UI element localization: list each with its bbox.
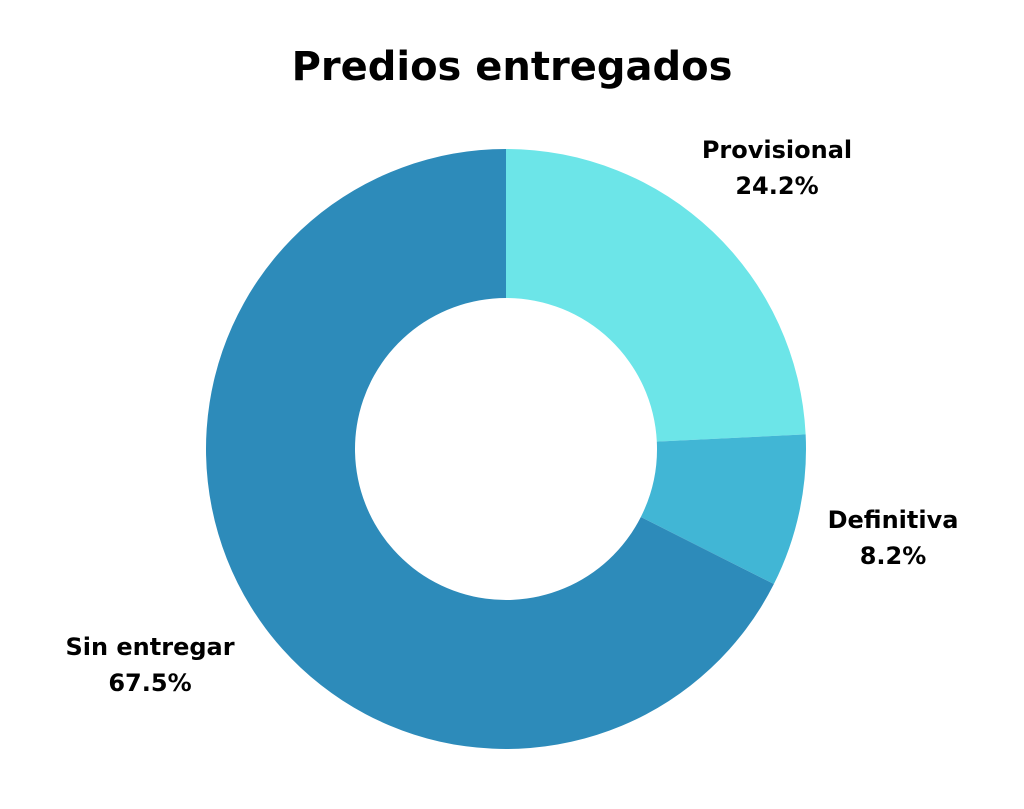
slice-definitiva (640, 434, 806, 585)
slice-value-definitiva: 8.2% (860, 542, 927, 570)
slice-provisional (506, 149, 806, 442)
slice-label-sin-entregar: Sin entregar (65, 633, 234, 661)
slice-value-sin-entregar: 67.5% (108, 669, 191, 697)
slice-value-provisional: 24.2% (735, 172, 818, 200)
slice-label-provisional: Provisional (702, 136, 852, 164)
slice-sin-entregar (205, 149, 774, 750)
chart-title: Predios entregados (291, 44, 733, 90)
slice-label-definitiva: Definitiva (828, 506, 959, 534)
